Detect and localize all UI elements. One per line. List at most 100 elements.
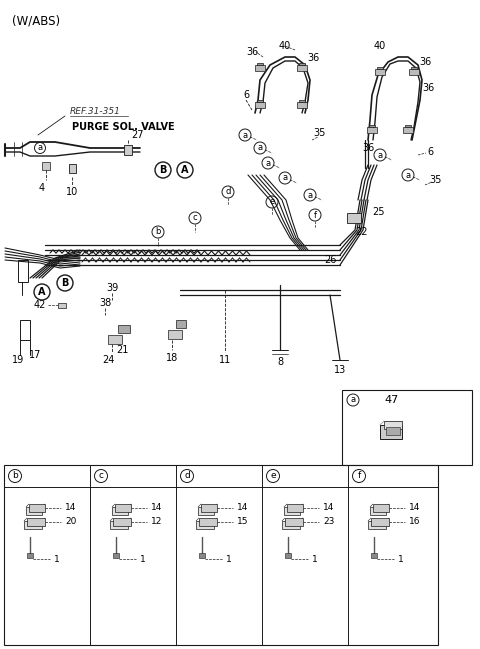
Text: d: d (225, 188, 231, 197)
Text: a: a (37, 143, 43, 153)
Text: 10: 10 (66, 187, 78, 197)
Bar (347, 213, 361, 223)
Bar (20, 320, 30, 340)
Text: a: a (257, 143, 263, 153)
Text: 14: 14 (151, 504, 162, 513)
Bar (27, 553, 33, 558)
Text: B: B (159, 165, 167, 175)
Bar (370, 507, 386, 515)
Text: 13: 13 (334, 365, 346, 375)
Text: 35: 35 (430, 175, 442, 185)
Text: 19: 19 (12, 355, 24, 365)
Text: 36: 36 (362, 143, 374, 153)
Text: REF.31-351: REF.31-351 (70, 108, 121, 117)
Text: 24: 24 (102, 355, 114, 365)
Text: 20: 20 (65, 517, 76, 526)
Bar (257, 100, 263, 102)
Bar (409, 69, 419, 75)
Text: 15: 15 (237, 517, 249, 526)
Text: 6: 6 (243, 90, 249, 100)
Text: a: a (377, 151, 383, 160)
Text: 1: 1 (312, 554, 318, 563)
Text: 1: 1 (398, 554, 404, 563)
Text: 36: 36 (422, 83, 434, 93)
Text: A: A (38, 287, 46, 297)
Bar (24, 521, 42, 529)
Text: 47: 47 (385, 395, 399, 405)
Bar (58, 302, 66, 308)
Bar (112, 507, 128, 515)
Bar (257, 63, 263, 65)
Bar (176, 320, 186, 328)
Text: 36: 36 (307, 53, 319, 63)
Text: 22: 22 (355, 227, 368, 237)
Bar (285, 518, 303, 526)
Bar (299, 100, 305, 102)
Bar (198, 507, 214, 515)
Bar (371, 518, 389, 526)
Text: e: e (269, 197, 275, 206)
Bar (26, 507, 42, 515)
Text: 40: 40 (279, 41, 291, 51)
Text: 14: 14 (65, 504, 76, 513)
Text: a: a (307, 191, 312, 199)
Text: 27: 27 (131, 130, 144, 140)
Text: 4: 4 (39, 183, 45, 193)
Text: c: c (98, 472, 104, 480)
Text: 36: 36 (419, 57, 431, 67)
Text: 35: 35 (314, 128, 326, 138)
Text: 1: 1 (54, 554, 60, 563)
Bar (284, 507, 300, 515)
Bar (368, 521, 386, 529)
Bar (371, 553, 377, 558)
Text: 1: 1 (226, 554, 232, 563)
Text: 26: 26 (324, 255, 336, 265)
Text: 12: 12 (151, 517, 162, 526)
Text: 42: 42 (34, 300, 46, 310)
Bar (118, 325, 130, 333)
Text: f: f (313, 210, 316, 219)
Text: d: d (184, 472, 190, 480)
Text: 6: 6 (427, 147, 433, 157)
Bar (287, 504, 303, 512)
Text: 1: 1 (140, 554, 146, 563)
Bar (405, 125, 411, 127)
Bar (377, 67, 383, 69)
Bar (69, 164, 75, 173)
Bar (297, 65, 307, 71)
Text: 21: 21 (116, 345, 128, 355)
Bar (285, 553, 291, 558)
Bar (115, 504, 131, 512)
Text: 39: 39 (106, 283, 118, 293)
Bar (367, 127, 377, 133)
Bar (403, 127, 413, 133)
Bar (108, 335, 122, 344)
Bar (380, 425, 402, 439)
Text: b: b (12, 472, 18, 480)
Bar (113, 518, 131, 526)
Text: c: c (192, 214, 197, 223)
Text: 40: 40 (374, 41, 386, 51)
Text: e: e (270, 472, 276, 480)
Text: 16: 16 (409, 517, 420, 526)
Text: b: b (156, 228, 161, 236)
Bar (4, 465, 438, 645)
Bar (411, 67, 417, 69)
Bar (369, 125, 375, 127)
Text: 8: 8 (277, 357, 283, 367)
Bar (255, 102, 265, 108)
Bar (386, 427, 400, 435)
Text: 14: 14 (409, 504, 420, 513)
Bar (18, 260, 28, 282)
Bar (29, 504, 45, 512)
Text: a: a (350, 395, 356, 404)
Bar (255, 65, 265, 71)
Text: 25: 25 (372, 207, 384, 217)
Text: a: a (265, 158, 271, 167)
Text: PURGE SOL. VALVE: PURGE SOL. VALVE (72, 122, 175, 132)
Bar (113, 553, 119, 558)
Text: 14: 14 (237, 504, 248, 513)
Bar (199, 553, 205, 558)
Text: a: a (242, 130, 248, 140)
Text: (W/ABS): (W/ABS) (12, 14, 60, 27)
